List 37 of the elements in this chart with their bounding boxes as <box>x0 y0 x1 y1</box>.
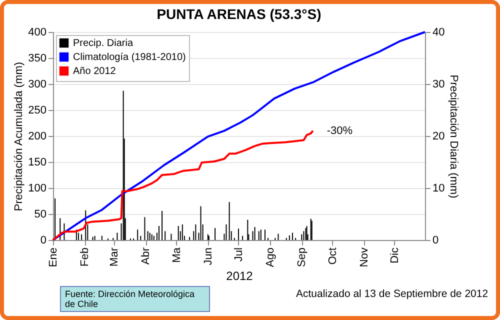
source-note: Fuente: Dirección Meteorológica de Chile <box>60 286 210 312</box>
legend-label: Precip. Diaria <box>73 38 134 49</box>
y-tick-label: 250 <box>28 104 46 116</box>
y-tick-label: 50 <box>34 208 46 220</box>
y-tick-label: 300 <box>28 78 46 90</box>
y-tick-label: 0 <box>40 234 46 246</box>
x-tick-label: Sep <box>296 248 308 268</box>
x-tick-label: Nov <box>358 247 370 268</box>
y-tick-label: 400 <box>28 26 46 38</box>
y2-axis-title: Precipitación Diaria (mm) <box>448 74 460 198</box>
x-tick-label: Dic <box>388 247 401 264</box>
x-tick-label: Ago <box>264 248 277 268</box>
x-tick-label: Jul <box>232 248 245 262</box>
line-series <box>52 130 314 241</box>
chart-title: PUNTA ARENAS (53.3°S) <box>156 6 322 22</box>
y-tick-label: 350 <box>28 52 46 64</box>
annotation: -30% <box>326 124 353 137</box>
legend-label: Año 2012 <box>73 66 116 77</box>
y-tick-label: 100 <box>28 182 46 194</box>
legend-label: Climatología (1981-2010) <box>73 52 186 63</box>
x-tick-label: Jun <box>202 248 214 266</box>
x-tick-label: Ma <box>170 246 183 263</box>
y2-tick-label: 20 <box>432 130 445 142</box>
x-tick-label: Ene <box>48 248 60 268</box>
text: Actualizado al 13 de Septiembre de 2012 <box>296 288 488 300</box>
y2-tick-label: 10 <box>432 182 445 194</box>
y-tick-label: 200 <box>28 130 46 142</box>
x-tick-label: Abr <box>140 247 152 265</box>
y2-tick-label: 40 <box>432 26 445 38</box>
y2-tick-label: 0 <box>432 234 439 246</box>
x-axis-title: 2012 <box>226 269 254 284</box>
y-tick-label: 150 <box>28 156 46 168</box>
x-tick-label: Oct <box>326 248 339 265</box>
x-tick-label: Mar <box>108 247 121 266</box>
y-axis-title: Precipitación Acumulada (mm) <box>13 62 26 212</box>
y2-tick-label: 30 <box>432 78 445 90</box>
x-tick-label: Feb <box>79 248 92 266</box>
